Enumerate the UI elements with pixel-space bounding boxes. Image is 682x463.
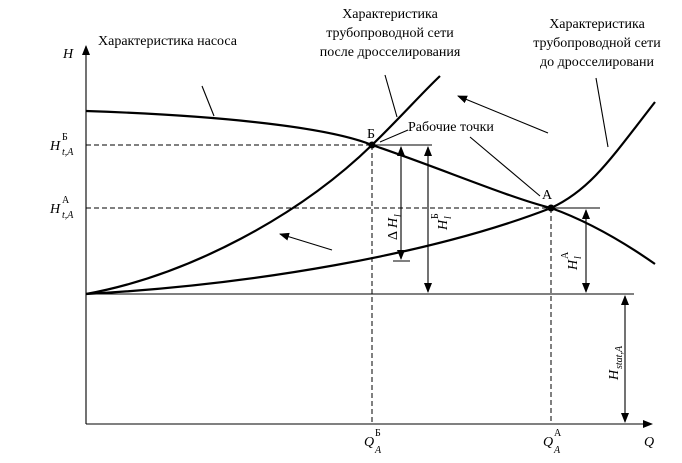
before-label-line3: до дросселировани: [540, 55, 655, 70]
svg-text:А: А: [554, 428, 562, 439]
pump-curve: [85, 109, 656, 265]
leader-pump: [201, 85, 215, 117]
svg-text:t,A: t,A: [62, 147, 74, 158]
svg-text:H: H: [566, 259, 581, 271]
leader-wp-a: [469, 136, 541, 197]
hl-a-label: H А l: [560, 251, 584, 271]
shift-arrow-left: [279, 232, 333, 251]
point-b-label: Б: [367, 127, 375, 142]
working-points-label: Рабочие точки: [408, 120, 494, 135]
svg-text:H: H: [386, 217, 401, 229]
svg-text:stat,A: stat,A: [614, 345, 625, 369]
y-axis-label: H: [62, 47, 74, 62]
delta-h-label: Δ H l: [386, 214, 404, 240]
svg-text:H: H: [436, 219, 451, 231]
working-point-b: [368, 141, 376, 149]
svg-text:H: H: [49, 139, 61, 154]
y-tick-ha: H А t,A: [49, 195, 74, 221]
svg-text:A: A: [374, 445, 382, 456]
working-point-a: [547, 204, 555, 212]
after-label-line2: трубопроводной сети: [326, 26, 454, 41]
x-tick-qa: Q А A: [543, 428, 562, 456]
svg-text:H: H: [49, 202, 61, 217]
hstat-label: H stat,A: [607, 345, 625, 381]
svg-text:H: H: [607, 369, 622, 381]
after-label-line3: после дросселирования: [320, 45, 461, 60]
shift-arrow-up: [457, 95, 549, 134]
network-curve-after: [85, 75, 441, 296]
svg-text:l: l: [443, 216, 454, 219]
after-label-line1: Характеристика: [342, 7, 438, 22]
x-tick-qb: Q Б A: [364, 428, 382, 456]
svg-text:Б: Б: [375, 428, 381, 439]
before-label-line1: Характеристика: [549, 17, 645, 32]
pump-char-label: Характеристика насоса: [98, 34, 238, 49]
leader-after: [384, 74, 398, 118]
y-tick-hb: H Б t,A: [49, 132, 74, 158]
network-curve-before: [85, 101, 656, 296]
svg-text:l: l: [573, 256, 584, 259]
svg-text:А: А: [560, 251, 571, 259]
leader-before: [595, 77, 609, 148]
svg-text:Б: Б: [62, 132, 68, 143]
svg-text:Б: Б: [430, 213, 441, 219]
x-axis-label: Q: [644, 435, 654, 450]
svg-text:Δ: Δ: [386, 231, 401, 240]
leader-wp-b: [379, 129, 409, 143]
svg-text:t,A: t,A: [62, 210, 74, 221]
hl-b-label: H Б l: [430, 213, 454, 231]
before-label-line2: трубопроводной сети: [533, 36, 661, 51]
svg-text:А: А: [62, 195, 70, 206]
svg-text:A: A: [553, 445, 561, 456]
svg-text:Q: Q: [364, 435, 374, 450]
svg-text:Q: Q: [543, 435, 553, 450]
svg-text:l: l: [393, 214, 404, 217]
point-a-label: А: [542, 188, 553, 203]
